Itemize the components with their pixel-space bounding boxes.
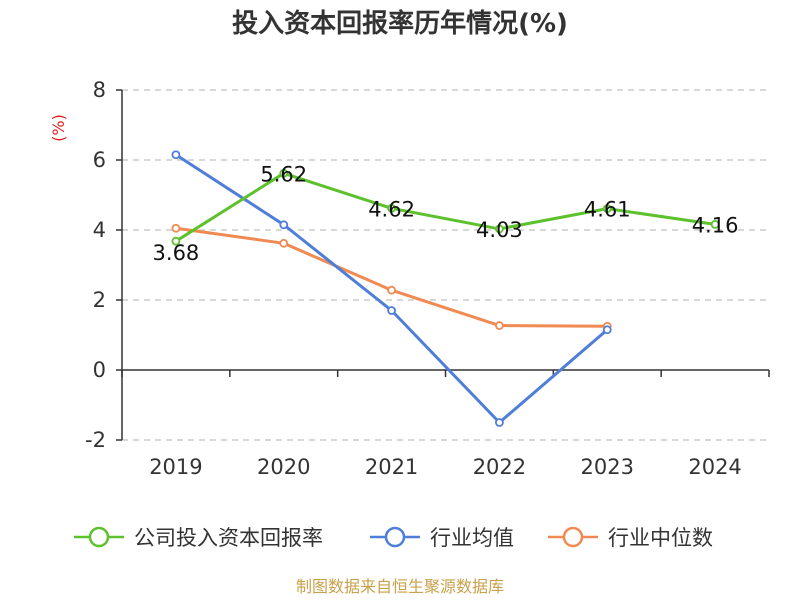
legend[interactable]: 公司投入资本回报率 行业均值 行业中位数: [74, 526, 713, 550]
x-tick-label: 2020: [257, 455, 310, 479]
x-tick-label: 2024: [688, 455, 741, 479]
data-label: 4.16: [692, 213, 739, 237]
data-label: 4.61: [584, 198, 631, 222]
data-label: 4.03: [476, 218, 523, 242]
data-point[interactable]: [279, 238, 289, 248]
data-point[interactable]: [387, 306, 396, 315]
source-note: 制图数据来自恒生聚源数据库: [296, 577, 504, 596]
y-tick-label: 4: [93, 218, 106, 242]
legend-marker: [384, 526, 406, 548]
data-point[interactable]: [387, 203, 396, 213]
legend-label: 行业中位数: [608, 526, 713, 550]
gridlines: [122, 89, 769, 441]
data-label: 4.62: [368, 197, 415, 221]
x-tick-label: 2019: [149, 455, 202, 479]
series-company: [171, 168, 720, 246]
legend-item[interactable]: 行业中位数: [548, 526, 713, 550]
data-point[interactable]: [171, 223, 181, 233]
data-label: 5.62: [260, 162, 307, 186]
chart-title: 投入资本回报率历年情况(%): [232, 8, 568, 39]
y-tick-label: 2: [93, 288, 106, 312]
series-line: [175, 171, 716, 243]
axes: -2 0 2 4 6 8 2019 2020 2021 2022 2023 2024: [85, 78, 770, 479]
data-point[interactable]: [279, 168, 289, 178]
data-point[interactable]: [279, 220, 289, 230]
legend-marker: [88, 526, 110, 548]
y-tick-label: -2: [85, 428, 106, 452]
x-tick-label: 2022: [473, 455, 526, 479]
y-tick-label: 0: [93, 358, 106, 382]
y-tick-label: 8: [93, 78, 106, 102]
data-point[interactable]: [171, 236, 181, 246]
data-label: 3.68: [153, 241, 200, 265]
legend-item[interactable]: 行业均值: [370, 526, 514, 550]
legend-label: 公司投入资本回报率: [134, 526, 323, 550]
data-labels: 3.68 5.62 4.62 4.03 4.61 4.16: [153, 162, 739, 265]
data-point[interactable]: [602, 325, 612, 335]
data-point[interactable]: [171, 150, 181, 160]
x-tick-label: 2023: [581, 455, 634, 479]
y-tick-label: 6: [93, 148, 106, 172]
legend-label: 行业均值: [430, 526, 514, 550]
data-point[interactable]: [710, 219, 720, 229]
data-point[interactable]: [495, 224, 504, 234]
legend-item[interactable]: 公司投入资本回报率: [74, 526, 323, 550]
series-industry-median: [171, 223, 612, 331]
data-point[interactable]: [387, 285, 396, 295]
data-point[interactable]: [495, 321, 504, 330]
data-point[interactable]: [602, 204, 612, 214]
x-tick-label: 2021: [365, 455, 418, 479]
series-industry-mean: [171, 150, 612, 427]
y-axis-unit-label: (%): [49, 114, 68, 142]
legend-marker: [562, 526, 584, 548]
series-lines: [171, 150, 720, 427]
data-point[interactable]: [495, 418, 504, 427]
